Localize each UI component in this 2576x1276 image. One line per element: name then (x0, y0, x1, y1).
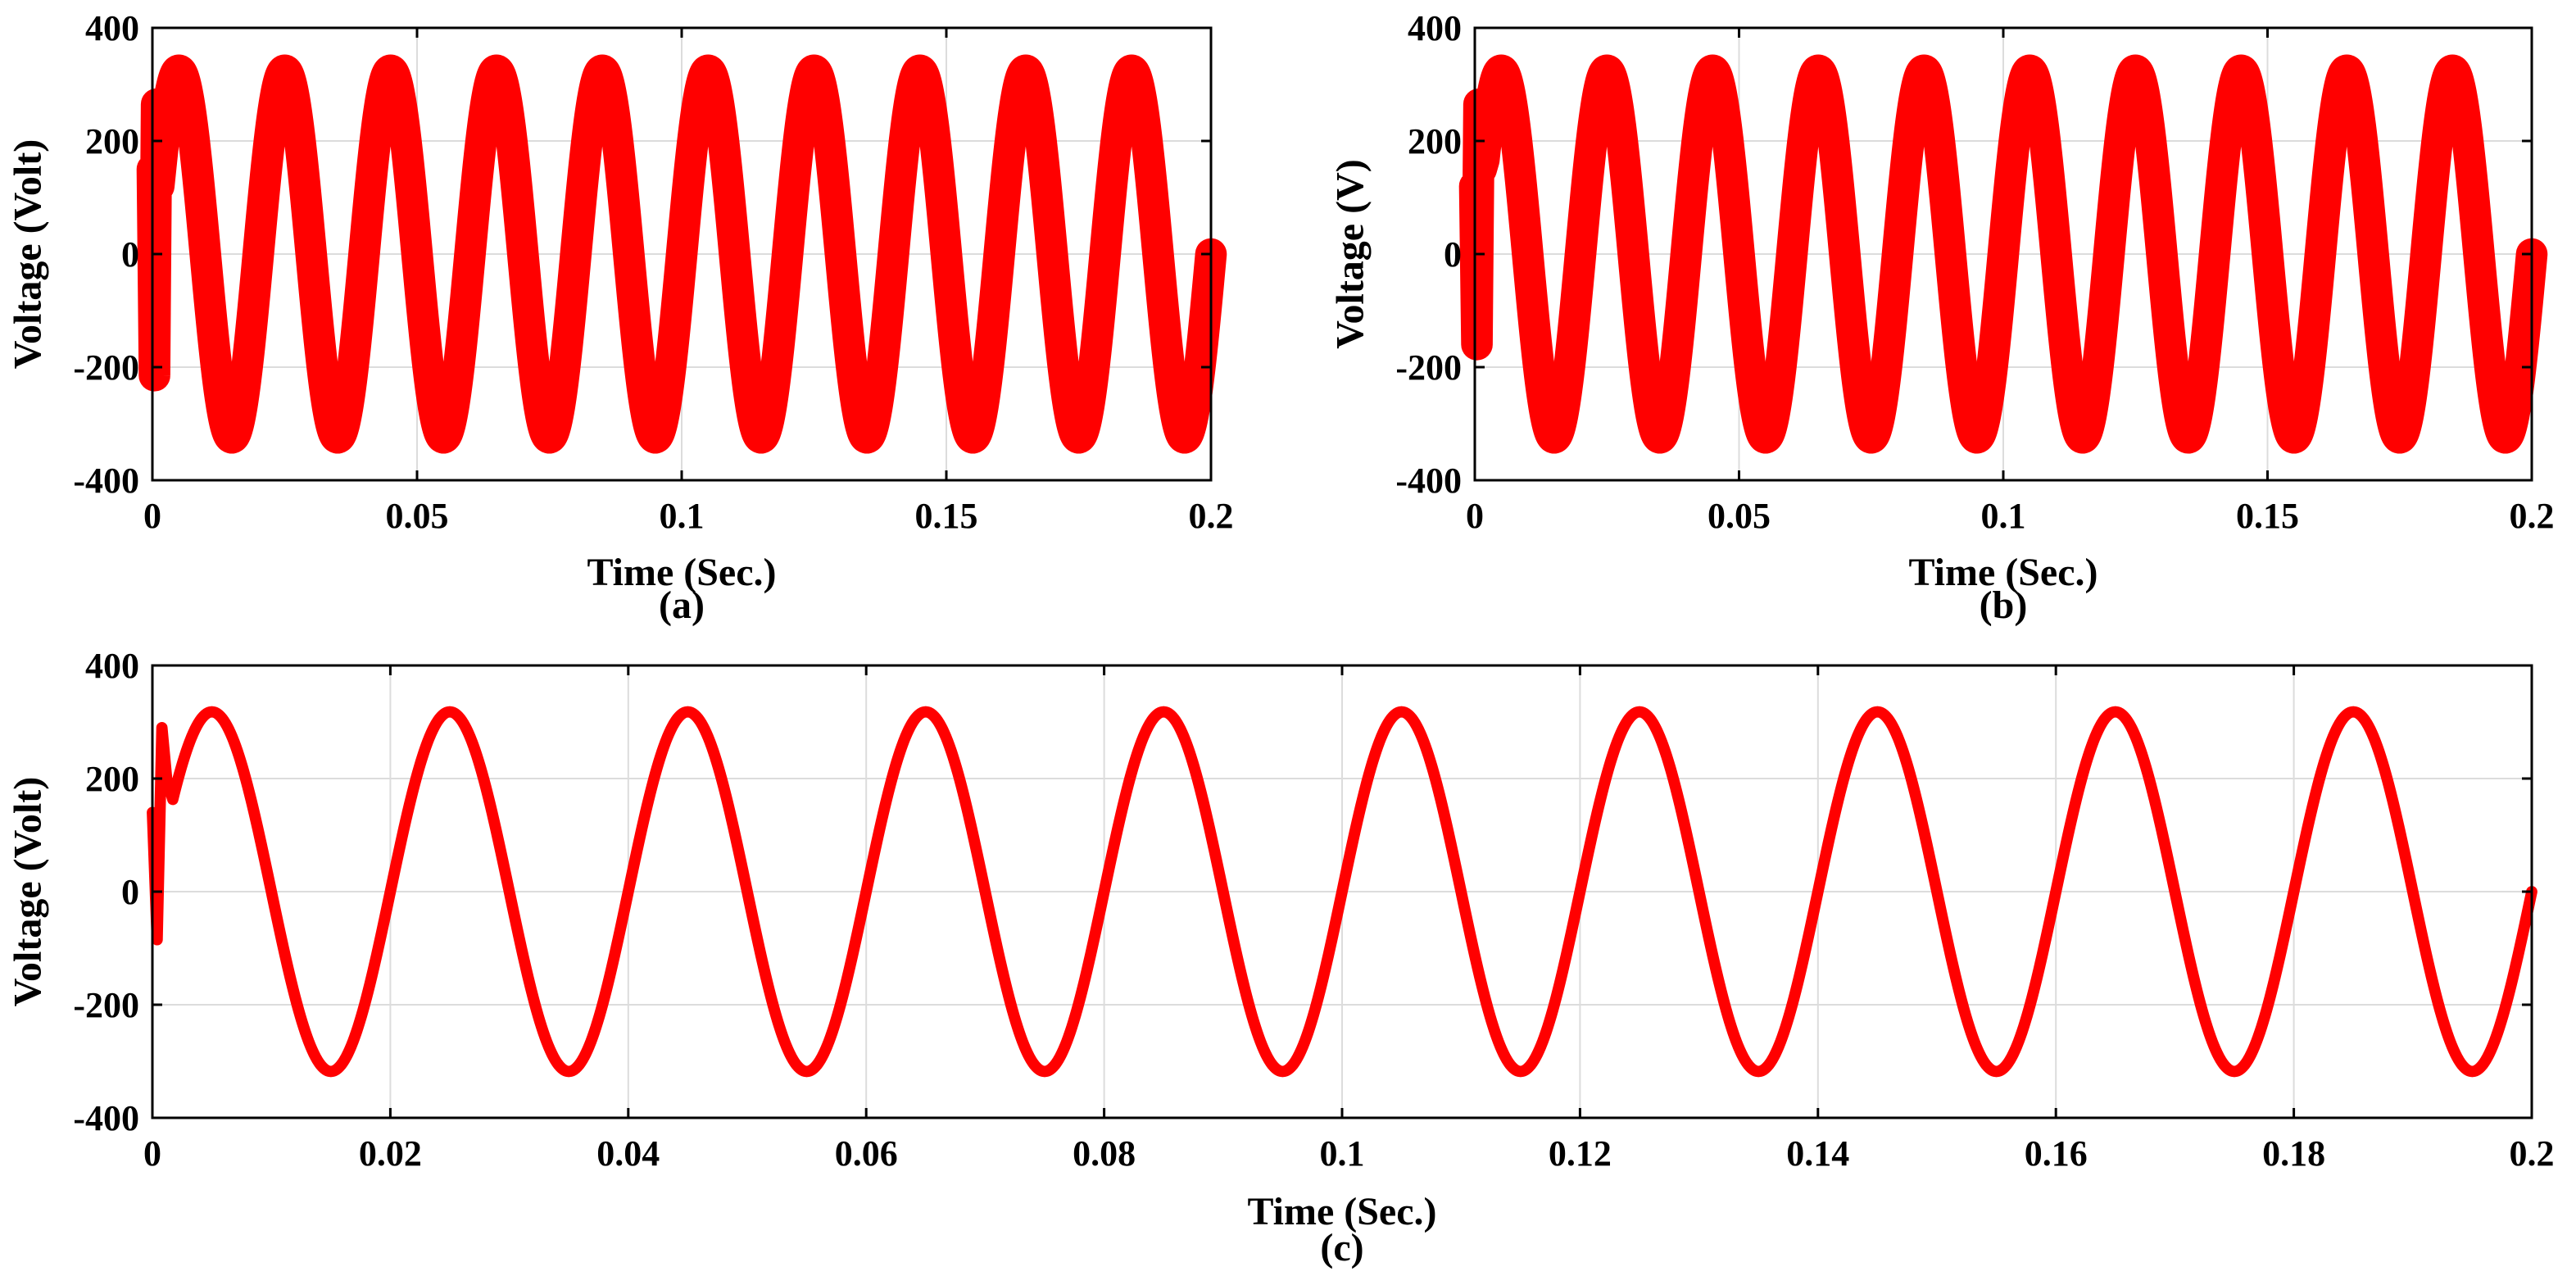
x-axis-title: Time (Sec.) (587, 551, 776, 594)
y-tick-label: 200 (85, 121, 139, 161)
x-tick-label: 0.2 (2510, 1133, 2555, 1174)
x-tick-label: 0.15 (2236, 496, 2299, 536)
y-tick-label: 400 (85, 646, 139, 686)
voltage-series-line (147, 706, 2537, 1078)
x-tick-label: 0.04 (596, 1133, 660, 1174)
y-axis-title: Voltage (Volt) (7, 139, 50, 369)
y-axis-title: Voltage (Volt) (7, 777, 50, 1006)
y-tick-label: -200 (1395, 347, 1462, 388)
y-tick-label: -400 (73, 461, 139, 501)
x-tick-label: 0.12 (1549, 1133, 1612, 1174)
chart-panel-a: 0 0.05 0.1 0.15 0.2 -400 -200 0 200 400 Time (Sec.… (7, 8, 1234, 627)
y-tick-label: 200 (85, 759, 139, 799)
panel-caption: (b) (1980, 584, 2028, 627)
x-tick-label: 0 (143, 496, 161, 536)
y-axis-title: Voltage (V) (1329, 159, 1372, 349)
x-tick-label: 0.15 (915, 496, 978, 536)
y-tick-label: -200 (73, 347, 139, 388)
y-tick-label: 200 (1408, 121, 1462, 161)
x-tick-label: 0 (1466, 496, 1484, 536)
chart-panel-c: 0 0.02 0.04 0.06 0.08 0.1 0.12 0.14 0.16 0.18 0.2 -… (7, 646, 2555, 1269)
y-tick-label: -400 (73, 1098, 139, 1138)
y-tick-label: -400 (1395, 461, 1462, 501)
x-tick-label: 0.18 (2262, 1133, 2325, 1174)
x-tick-label: 0.2 (2510, 496, 2555, 536)
y-tick-label: 400 (85, 8, 139, 48)
x-tick-label: 0 (143, 1133, 161, 1174)
x-tick-label: 0.1 (1981, 496, 2026, 536)
y-tick-label: 0 (121, 872, 139, 912)
panel-caption: (a) (659, 584, 705, 627)
x-tick-label: 0.05 (1708, 496, 1771, 536)
x-tick-label: 0.1 (1320, 1133, 1365, 1174)
x-tick-label: 0.1 (660, 496, 705, 536)
y-tick-label: 0 (121, 234, 139, 275)
x-tick-label: 0.06 (835, 1133, 898, 1174)
y-tick-label: -200 (73, 985, 139, 1025)
voltage-series-line (1458, 54, 2548, 454)
x-tick-label: 0.05 (386, 496, 449, 536)
voltage-series-line (136, 54, 1227, 454)
chart-panel-b: 0 0.05 0.1 0.15 0.2 -400 -200 0 200 400 Time (Sec.… (1329, 8, 2555, 627)
x-tick-label: 0.02 (359, 1133, 422, 1174)
x-tick-label: 0.14 (1786, 1133, 1849, 1174)
y-tick-label: 0 (1444, 234, 1462, 275)
x-axis-title: Time (Sec.) (1247, 1190, 1436, 1233)
panel-caption: (c) (1320, 1226, 1363, 1269)
x-tick-label: 0.08 (1073, 1133, 1136, 1174)
y-tick-label: 400 (1408, 8, 1462, 48)
x-tick-label: 0.16 (2025, 1133, 2088, 1174)
x-tick-label: 0.2 (1189, 496, 1234, 536)
x-axis-title: Time (Sec.) (1908, 551, 2098, 594)
